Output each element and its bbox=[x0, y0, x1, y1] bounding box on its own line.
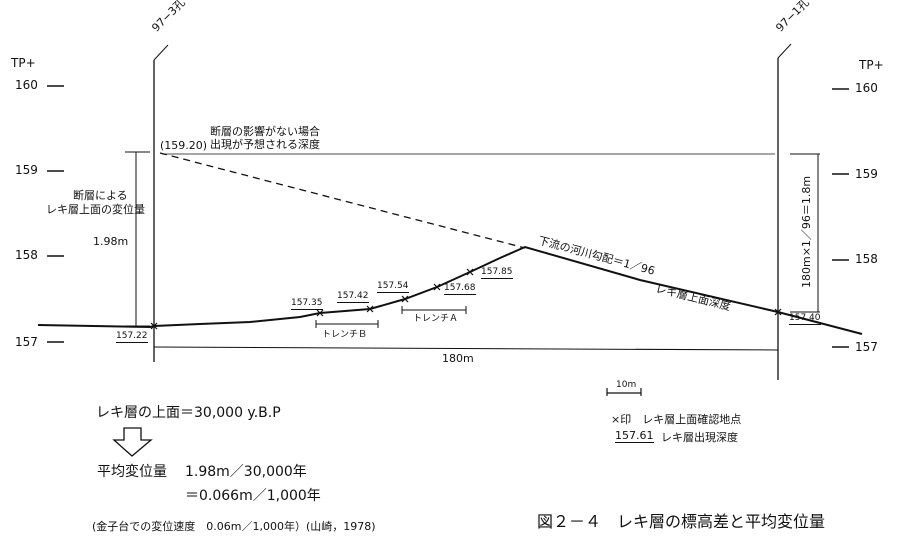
fault-displacement-line2: レキ層上面の変位量 bbox=[46, 203, 145, 216]
kanekodai-note: (金子台での変位速度 0.06m／1,000年）(山崎，1978) bbox=[92, 520, 376, 533]
left-axis-tick-157: 157 bbox=[15, 335, 38, 349]
avg-displacement-label: 平均変位量 bbox=[97, 464, 167, 480]
depth-label-157-68: 157.68 bbox=[444, 283, 476, 295]
left-axis-tick-159: 159 bbox=[15, 163, 38, 177]
gravel-age-note: レキ層の上面＝30,000 y.B.P bbox=[96, 405, 281, 421]
depth-label-157-85: 157.85 bbox=[481, 267, 513, 279]
gravel-top-profile bbox=[37, 245, 863, 335]
depth-label-157-35: 157.35 bbox=[291, 298, 323, 310]
scale-bar bbox=[606, 388, 642, 396]
left-axis-unit: TP+ bbox=[11, 56, 36, 70]
projected-gradient-dashed bbox=[159, 152, 526, 249]
fault-displacement-value: 1.98m bbox=[93, 235, 129, 248]
left-axis-ticks bbox=[47, 85, 64, 343]
trench-a-label: トレンチＡ bbox=[413, 314, 459, 324]
fault-displacement-dimension bbox=[125, 151, 150, 327]
fault-displacement-line1: 断層による bbox=[73, 189, 128, 202]
left-axis-tick-158: 158 bbox=[15, 248, 38, 262]
left-borehole bbox=[153, 44, 169, 362]
right-axis-ticks bbox=[832, 88, 849, 348]
trench-b-label: トレンチＢ bbox=[322, 330, 368, 340]
right-axis-unit: TP+ bbox=[859, 58, 884, 72]
legend-underline-label: レキ層出現深度 bbox=[661, 431, 738, 444]
scale-bar-label: 10m bbox=[616, 380, 637, 390]
depth-label-157-40: 157.40 bbox=[789, 313, 821, 325]
legend-cross: ×印 レキ層上面確認地点 bbox=[611, 413, 742, 426]
right-axis-tick-158: 158 bbox=[855, 252, 878, 266]
legend-underline-sample: 157.61 bbox=[615, 429, 654, 443]
cross-markers bbox=[150, 268, 782, 330]
left-axis-tick-160: 160 bbox=[15, 78, 38, 92]
depth-label-157-22: 157.22 bbox=[116, 331, 148, 343]
no-fault-label-line2: 出現が予想される深度 bbox=[210, 138, 320, 151]
horizontal-distance-dimension bbox=[153, 341, 779, 353]
right-borehole bbox=[777, 43, 792, 380]
right-vertical-dimension bbox=[790, 153, 820, 313]
depth-label-157-42: 157.42 bbox=[337, 291, 369, 303]
no-fault-label-line1: 断層の影響がない場合 bbox=[210, 125, 320, 138]
right-axis-tick-159: 159 bbox=[855, 167, 878, 181]
depth-label-157-54: 157.54 bbox=[377, 281, 409, 293]
right-axis-tick-157: 157 bbox=[855, 340, 878, 354]
figure-caption: 図２－４ レキ層の標高差と平均変位量 bbox=[537, 512, 826, 531]
avg-displacement-line2: ＝0.066m／1,000年 bbox=[185, 488, 321, 504]
avg-displacement-line1: 1.98m／30,000年 bbox=[185, 464, 307, 480]
right-axis-tick-160: 160 bbox=[855, 81, 878, 95]
no-fault-value: (159.20) bbox=[160, 139, 208, 152]
horizontal-distance-label: 180m bbox=[442, 352, 474, 365]
right-vertical-calc: 180m×1／96＝1.8m bbox=[800, 175, 813, 288]
down-arrow-icon bbox=[112, 427, 153, 457]
trench-brackets bbox=[315, 306, 467, 328]
